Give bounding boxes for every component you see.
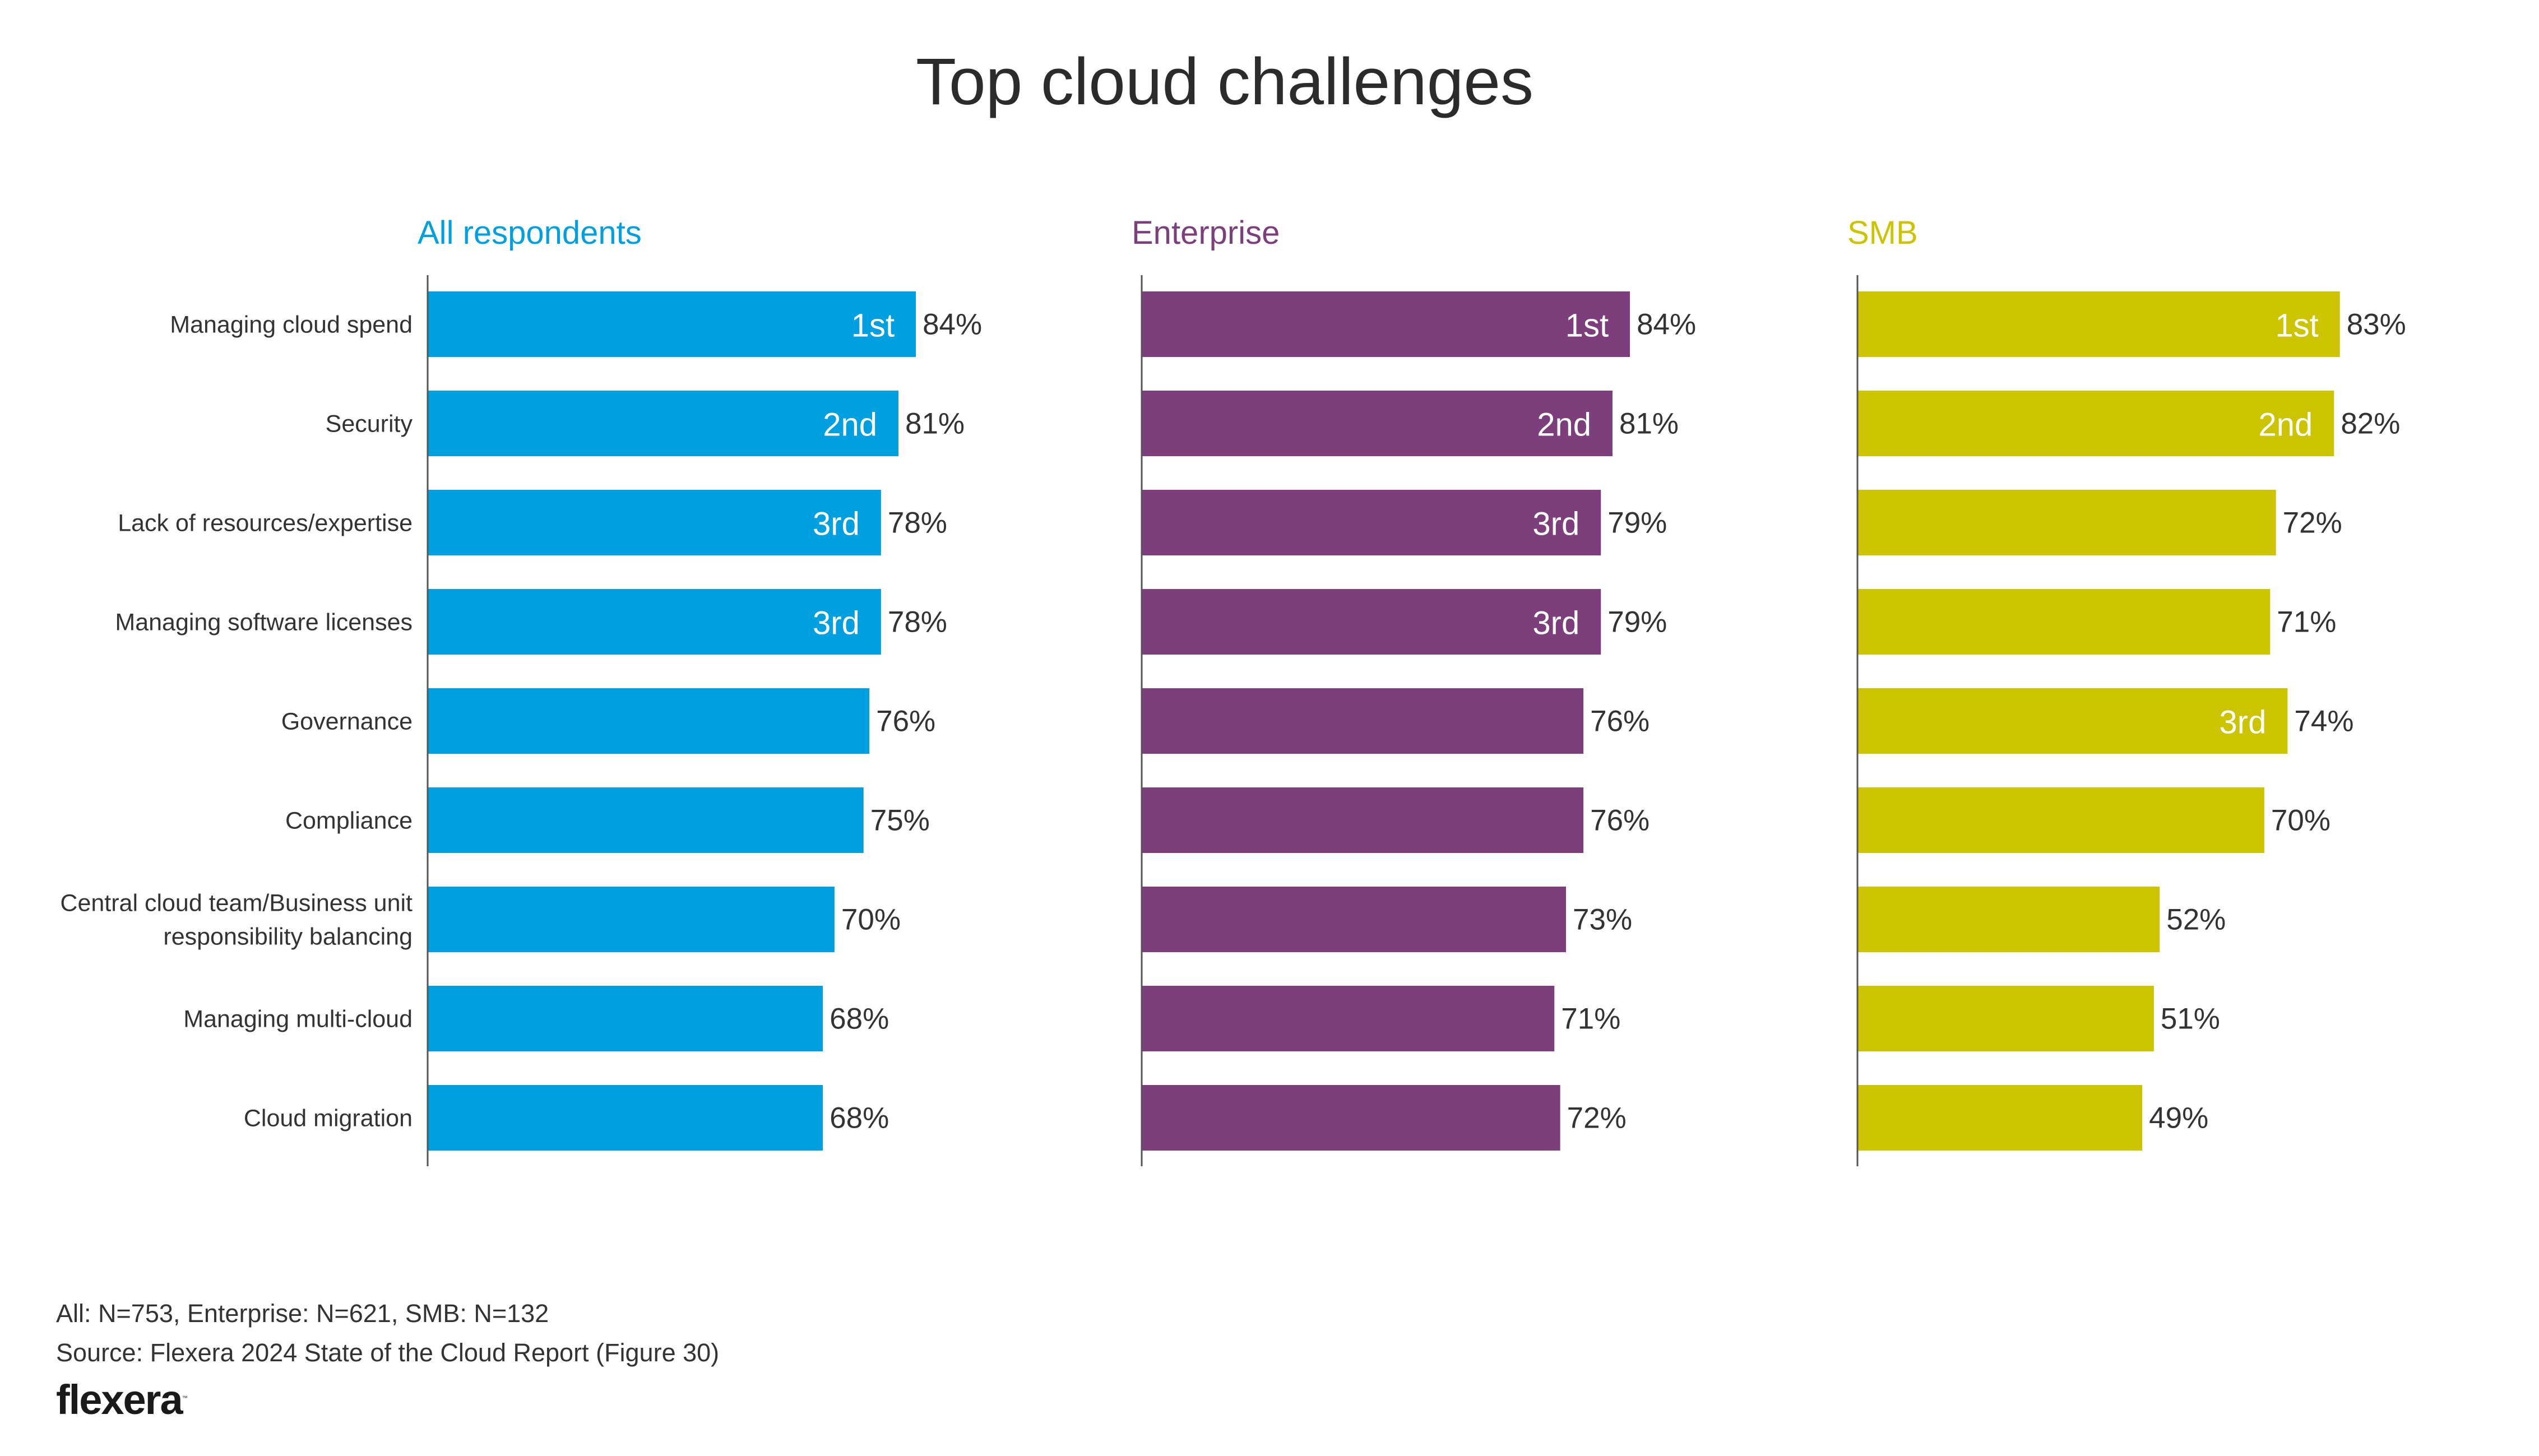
category-label: Security — [326, 411, 413, 438]
category-label: Governance — [281, 708, 413, 735]
value-label-smb: 72% — [2283, 507, 2342, 540]
bar-all-respondents — [428, 490, 881, 555]
bar-enterprise — [1142, 986, 1555, 1051]
rank-label-enterprise: 2nd — [1537, 407, 1591, 443]
bar-smb — [1857, 1085, 2143, 1151]
trademark-mark: ™ — [182, 1395, 188, 1402]
category-label-line: Managing multi-cloud — [183, 1006, 413, 1033]
value-label-all-respondents: 78% — [888, 606, 947, 639]
value-label-all-respondents: 78% — [888, 507, 947, 540]
value-label-enterprise: 79% — [1607, 507, 1667, 540]
bar-all-respondents — [428, 688, 870, 754]
bar-all-respondents — [428, 589, 881, 655]
value-label-smb: 74% — [2294, 705, 2353, 738]
value-label-enterprise: 81% — [1619, 407, 1679, 440]
panel-title-all-respondents: All respondents — [418, 215, 642, 251]
rank-label-all-respondents: 3rd — [813, 605, 860, 642]
bar-all-respondents — [428, 1085, 823, 1151]
logo-text: flexera — [56, 1376, 183, 1423]
category-label-line: Governance — [281, 708, 413, 735]
category-label: Managing software licenses — [115, 609, 413, 636]
bar-smb — [1857, 986, 2154, 1051]
category-label: Managing multi-cloud — [183, 1006, 413, 1033]
bar-all-respondents — [428, 787, 864, 853]
value-label-enterprise: 84% — [1637, 308, 1696, 341]
bar-all-respondents — [428, 887, 835, 952]
value-label-enterprise: 73% — [1573, 903, 1632, 936]
value-label-enterprise: 72% — [1567, 1102, 1627, 1135]
value-label-all-respondents: 75% — [870, 804, 930, 837]
value-label-smb: 51% — [2161, 1003, 2220, 1036]
category-label: Lack of resources/expertise — [118, 510, 413, 537]
category-label-line: Managing software licenses — [115, 609, 413, 636]
rank-label-smb: 2nd — [2259, 407, 2313, 443]
chart-title: Top cloud challenges — [915, 45, 1534, 119]
sample-size-note: All: N=753, Enterprise: N=621, SMB: N=13… — [56, 1299, 549, 1328]
category-label: Managing cloud spend — [170, 312, 413, 339]
bar-smb — [1857, 688, 2288, 754]
bar-smb — [1857, 887, 2160, 952]
value-label-all-respondents: 70% — [841, 903, 901, 936]
bar-enterprise — [1142, 490, 1601, 555]
bar-enterprise — [1142, 1085, 1560, 1151]
rank-label-all-respondents: 3rd — [813, 506, 860, 542]
value-label-all-respondents: 84% — [923, 308, 982, 341]
bar-enterprise — [1142, 787, 1584, 853]
bar-all-respondents — [428, 391, 898, 456]
value-label-smb: 49% — [2149, 1102, 2208, 1135]
value-label-enterprise: 79% — [1607, 606, 1667, 639]
rank-label-all-respondents: 2nd — [823, 407, 877, 443]
panel-title-smb: SMB — [1847, 215, 1918, 251]
category-label: Central cloud team/Business unit responsi… — [60, 890, 413, 950]
bar-all-respondents — [428, 986, 823, 1051]
value-label-enterprise: 76% — [1590, 705, 1650, 738]
bar-smb — [1857, 787, 2264, 853]
source-note: Source: Flexera 2024 State of the Cloud … — [56, 1338, 720, 1367]
rank-label-enterprise: 3rd — [1532, 506, 1579, 542]
panel-title-enterprise: Enterprise — [1132, 215, 1280, 251]
value-label-smb: 82% — [2341, 407, 2400, 440]
bar-smb — [1857, 291, 2340, 357]
value-label-all-respondents: 76% — [876, 705, 935, 738]
category-label-line: Lack of resources/expertise — [118, 510, 413, 537]
category-label-line: Security — [326, 411, 413, 438]
bar-smb — [1857, 490, 2276, 555]
value-label-all-respondents: 81% — [905, 407, 965, 440]
rank-label-enterprise: 1st — [1565, 308, 1609, 344]
bar-enterprise — [1142, 291, 1630, 357]
category-label-line: Cloud migration — [244, 1105, 413, 1132]
rank-label-all-respondents: 1st — [851, 308, 895, 344]
bar-smb — [1857, 391, 2334, 456]
category-label: Compliance — [285, 808, 413, 834]
value-label-smb: 83% — [2347, 308, 2406, 341]
bar-enterprise — [1142, 887, 1567, 952]
bar-smb — [1857, 589, 2271, 655]
bar-enterprise — [1142, 688, 1584, 754]
value-label-all-respondents: 68% — [830, 1102, 889, 1135]
category-label-line: Compliance — [285, 808, 413, 834]
category-label-line: responsibility balancing — [163, 924, 413, 950]
value-label-smb: 70% — [2271, 804, 2330, 837]
bar-enterprise — [1142, 391, 1613, 456]
value-label-all-respondents: 68% — [830, 1003, 889, 1036]
rank-label-enterprise: 3rd — [1532, 605, 1579, 642]
value-label-enterprise: 71% — [1561, 1003, 1620, 1036]
category-label-line: Central cloud team/Business unit — [60, 890, 413, 917]
category-label: Cloud migration — [244, 1105, 413, 1132]
category-label-line: Managing cloud spend — [170, 312, 413, 339]
rank-label-smb: 3rd — [2220, 704, 2267, 741]
bar-all-respondents — [428, 291, 916, 357]
rank-label-smb: 1st — [2275, 308, 2318, 344]
bar-enterprise — [1142, 589, 1601, 655]
value-label-smb: 71% — [2277, 606, 2336, 639]
flexera-logo: flexera™ — [56, 1376, 188, 1423]
value-label-smb: 52% — [2166, 903, 2226, 936]
value-label-enterprise: 76% — [1590, 804, 1650, 837]
